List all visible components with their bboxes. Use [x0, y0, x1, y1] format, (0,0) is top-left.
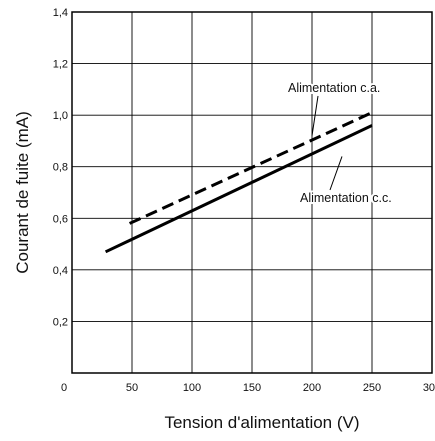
x-tick-label: 0	[61, 382, 67, 394]
y-tick-label: 1,4	[53, 7, 68, 19]
y-tick-label: 1,0	[53, 110, 68, 122]
x-tick-label: 200	[303, 382, 321, 394]
series-lines	[104, 111, 373, 254]
y-tick-labels: 0,2 0,4 0,6 0,8 1,0 1,2 1,4	[53, 7, 68, 328]
y-tick-label: 0,8	[53, 162, 68, 174]
y-tick-label: 0,2	[53, 316, 68, 328]
x-axis-title: Tension d'alimentation (V)	[164, 413, 359, 432]
annotation-leader	[311, 95, 319, 136]
annotation-label: Alimentation c.c.	[300, 191, 392, 205]
y-tick-label: 1,2	[53, 59, 68, 71]
x-tick-label: 150	[243, 382, 261, 394]
x-tick-label: 100	[183, 382, 201, 394]
y-tick-label: 0,6	[53, 213, 68, 225]
series-line-ac	[128, 111, 373, 225]
annotations: Alimentation c.a. Alimentation c.c.	[286, 79, 394, 207]
x-tick-label: 250	[363, 382, 381, 394]
annotation-label: Alimentation c.a.	[288, 81, 380, 95]
x-tick-labels: 0 50 100 150 200 250 300	[61, 382, 435, 394]
annotation-leader	[329, 156, 343, 191]
y-tick-label: 0,4	[53, 265, 68, 277]
y-axis-title: Courant de fuite (mA)	[13, 111, 32, 274]
x-tick-label: 300	[423, 382, 435, 394]
series-line-dc	[104, 124, 373, 254]
plot-frame	[71, 11, 433, 374]
x-tick-label: 50	[126, 382, 138, 394]
